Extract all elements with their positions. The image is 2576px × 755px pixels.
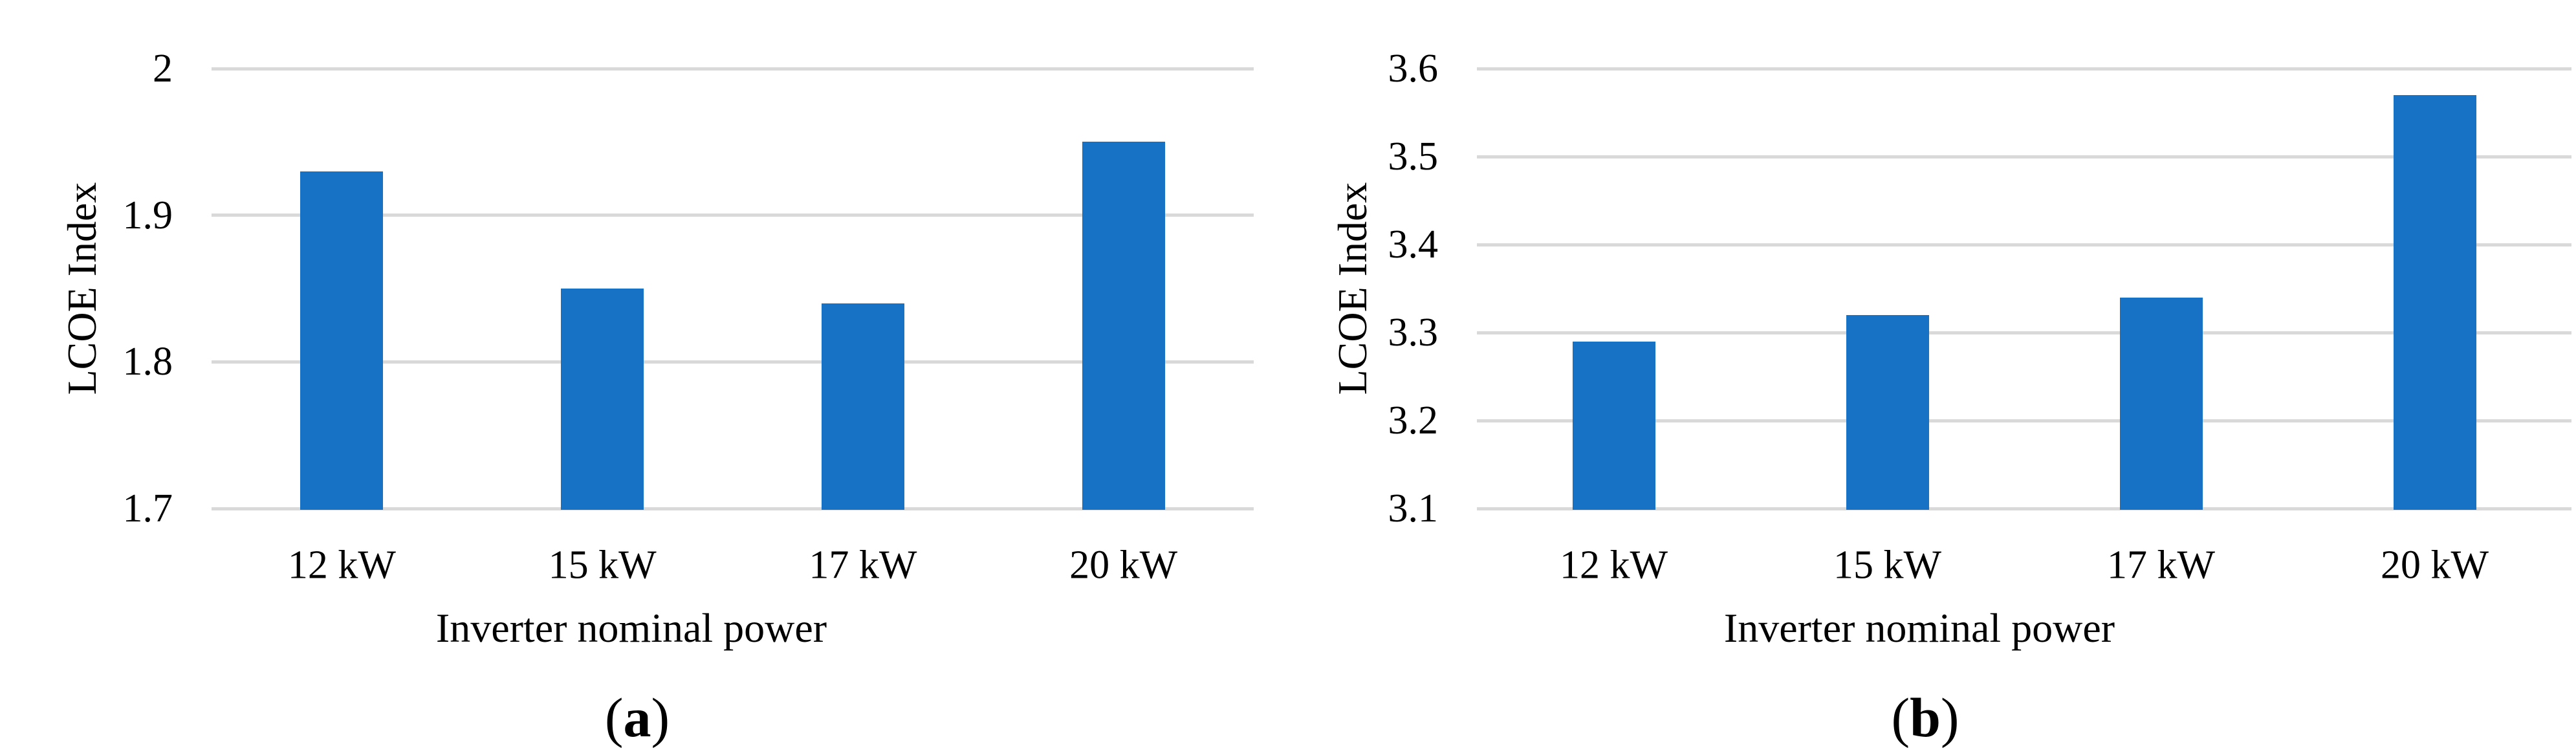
caption-paren-open: ( xyxy=(604,686,624,749)
y-tick-label-1.7: 1.7 xyxy=(122,487,173,531)
gridline-3.4 xyxy=(1477,243,2571,246)
bar-15-kw xyxy=(1846,314,1929,510)
y-tick-label-2: 2 xyxy=(153,47,173,91)
x-axis-title: Inverter nominal power xyxy=(1723,605,2115,651)
gridline-1.9 xyxy=(212,213,1254,217)
bar-17-kw xyxy=(821,303,904,510)
x-category-label-17-kw: 17 kW xyxy=(2106,543,2216,587)
bar-17-kw xyxy=(2119,297,2203,510)
gridline-3.1 xyxy=(1477,507,2571,510)
y-tick-label-1.8: 1.8 xyxy=(122,340,173,384)
caption-paren-open: ( xyxy=(1891,686,1910,749)
y-tick-label-3.4: 3.4 xyxy=(1388,223,1439,267)
bar-15-kw xyxy=(561,289,644,510)
x-category-label-15-kw: 15 kW xyxy=(548,543,657,587)
x-category-label-12-kw: 12 kW xyxy=(1559,543,1668,587)
y-tick-label-3.2: 3.2 xyxy=(1388,399,1439,443)
panel-caption: (a) xyxy=(605,685,670,750)
plot-area: 2 1.9 1.8 1.7 12 kW 15 kW 17 kW 20 kW xyxy=(123,49,1254,587)
chart-panel-a: LCOE Index 2 1.9 1.8 1.7 12 kW 15 kW 17 kW 20 k… xyxy=(26,10,1314,755)
gridline-3.2 xyxy=(1477,419,2571,422)
x-category-label-17-kw: 17 kW xyxy=(809,543,917,587)
plot-area: 3.6 3.5 3.4 3.3 3.2 3.1 12 kW 15 kW 17 kW 20 kW xyxy=(1388,49,2571,587)
y-axis-title: LCOE Index xyxy=(1329,182,1375,395)
x-category-label-12-kw: 12 kW xyxy=(287,543,396,587)
panel-caption: (b) xyxy=(1891,685,1959,750)
gridline-3.6 xyxy=(1477,67,2571,71)
caption-paren-close: ) xyxy=(651,686,670,749)
bar-20-kw xyxy=(2393,94,2476,510)
gridline-3.3 xyxy=(1477,331,2571,334)
x-category-label-20-kw: 20 kW xyxy=(2380,543,2489,587)
y-tick-label-3.6: 3.6 xyxy=(1388,47,1439,91)
caption-letter: b xyxy=(1910,686,1941,749)
gridline-3.5 xyxy=(1477,155,2571,159)
bar-12-kw xyxy=(1572,341,1655,510)
gridline-1.8 xyxy=(212,360,1254,364)
y-tick-label-3.3: 3.3 xyxy=(1388,311,1439,355)
gridline-2 xyxy=(212,67,1254,71)
caption-paren-close: ) xyxy=(1940,686,1959,749)
chart-panel-b: LCOE Index 3.6 3.5 3.4 3.3 3.2 3.1 12 kW 15 kW 1… xyxy=(1314,10,2576,755)
x-category-label-15-kw: 15 kW xyxy=(1833,543,1942,587)
y-tick-label-3.1: 3.1 xyxy=(1388,487,1439,531)
x-category-label-20-kw: 20 kW xyxy=(1069,543,1178,587)
caption-letter: a xyxy=(623,686,651,749)
y-tick-label-3.5: 3.5 xyxy=(1388,135,1439,179)
x-axis-title: Inverter nominal power xyxy=(435,605,827,651)
bar-20-kw xyxy=(1082,142,1165,510)
y-tick-label-1.9: 1.9 xyxy=(122,193,173,237)
gridline-1.7 xyxy=(212,507,1254,510)
bar-12-kw xyxy=(300,171,384,510)
